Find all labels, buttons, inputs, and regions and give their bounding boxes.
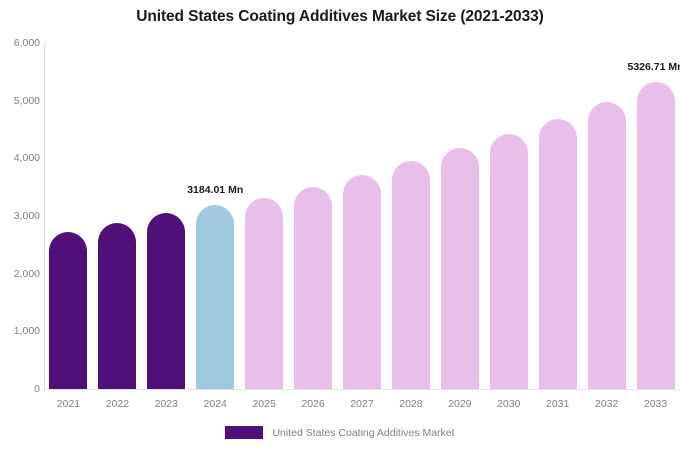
legend-item[interactable]: United States Coating Additives Market: [225, 426, 455, 439]
x-axis-tick-label: 2021: [56, 398, 81, 410]
bar-2023[interactable]: [147, 213, 186, 389]
bar-2026[interactable]: [294, 186, 333, 389]
y-axis-tick-labels: 0 1,000 2,000 3,000 4,000 5,000 6,000: [0, 0, 40, 450]
chart-title: United States Coating Additives Market S…: [136, 8, 544, 25]
x-axis-tick-label: 2026: [301, 398, 325, 410]
bar-2024[interactable]: [196, 205, 235, 389]
x-axis-tick-label: 2032: [594, 398, 619, 410]
x-axis-tick-label: 2031: [546, 398, 570, 410]
data-label-2024: 3184.01 Mn: [187, 184, 244, 197]
bar-2025[interactable]: [245, 198, 284, 389]
y-axis-tick-label: 1,000: [13, 325, 40, 338]
x-axis-tick-label: 2028: [399, 398, 423, 410]
y-axis-tick-label: 6,000: [13, 37, 40, 49]
x-axis-tick-label: 2027: [350, 398, 374, 410]
y-axis-tick-label: 0: [34, 383, 40, 395]
x-axis-tick-label: 2023: [154, 398, 178, 410]
bar-2021[interactable]: [49, 232, 88, 389]
x-axis-tick-label: 2030: [497, 398, 521, 410]
chart-legend: United States Coating Additives Market: [0, 426, 680, 439]
x-axis-tick-label: 2022: [105, 398, 130, 410]
x-axis-tick-label: 2024: [203, 398, 227, 410]
bar-2032[interactable]: [587, 101, 626, 389]
bar-2031[interactable]: [538, 118, 577, 389]
y-axis-tick-label: 5,000: [13, 94, 40, 107]
y-axis-line: [44, 43, 45, 389]
y-axis-tick-label: 3,000: [13, 210, 40, 222]
x-axis-tick-label: 2025: [252, 398, 276, 410]
bar-2028[interactable]: [391, 161, 430, 389]
legend-color-swatch: [225, 426, 264, 439]
y-axis-tick-label: 4,000: [13, 152, 40, 165]
x-axis-tick-label: 2029: [448, 398, 472, 410]
bar-2029[interactable]: [440, 147, 479, 389]
bar-2030[interactable]: [489, 133, 528, 389]
bar-2027[interactable]: [343, 175, 381, 389]
bar-2022[interactable]: [98, 222, 137, 389]
x-axis-tick-label: 2033: [643, 398, 668, 410]
data-label-2033: 5326.71 Mn: [627, 60, 680, 73]
y-axis-tick-label: 2,000: [13, 267, 40, 280]
legend-item-label: United States Coating Additives Market: [272, 426, 455, 439]
x-axis-line: [44, 389, 680, 390]
bar-2033[interactable]: [636, 81, 675, 389]
